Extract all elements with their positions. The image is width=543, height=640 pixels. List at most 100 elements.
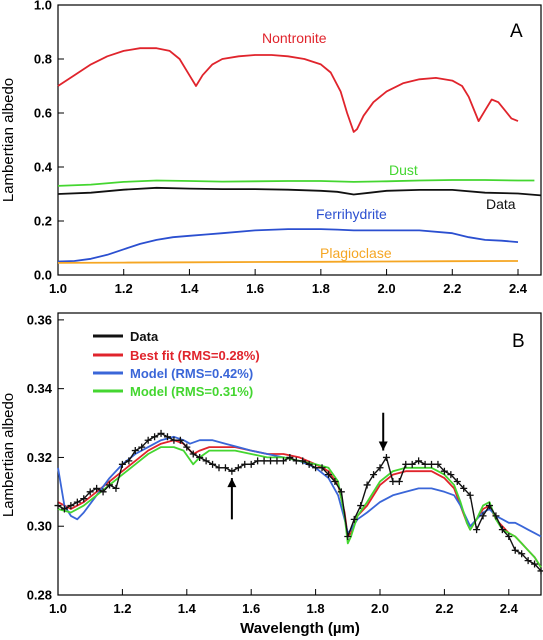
legend-label-model-031: Model (RMS=0.31%) bbox=[130, 384, 253, 399]
data-point bbox=[453, 478, 461, 486]
data-point bbox=[151, 433, 159, 441]
panel-b-series bbox=[57, 432, 542, 572]
panel-a-y-tick-label: 0.4 bbox=[34, 160, 53, 175]
series-line-data bbox=[57, 432, 542, 572]
data-point bbox=[189, 450, 197, 458]
data-point bbox=[447, 471, 455, 479]
panel-b-x-tick-label: 2.2 bbox=[435, 601, 453, 616]
panel-b-frame bbox=[57, 312, 542, 596]
label-dust: Dust bbox=[389, 162, 418, 178]
data-point bbox=[312, 464, 320, 472]
panel-a-y-axis: 0.0 0.2 0.4 0.6 0.8 1.0 bbox=[34, 0, 64, 283]
panel-a-x-tick-label: 1.0 bbox=[49, 281, 67, 296]
panel-b-x-tick-label: 1.6 bbox=[242, 601, 260, 616]
data-point bbox=[460, 484, 468, 492]
data-point bbox=[286, 453, 294, 461]
data-point bbox=[80, 495, 88, 503]
data-point bbox=[466, 491, 474, 499]
panel-b-x-tick-label: 2.4 bbox=[500, 601, 519, 616]
panel-a-ylabel: Lambertian albedo bbox=[0, 78, 17, 202]
panel-b-xlabel: Wavelength (µm) bbox=[240, 620, 360, 637]
panel-a-x-tick-label: 1.6 bbox=[246, 281, 264, 296]
data-point bbox=[209, 460, 217, 468]
data-point bbox=[363, 481, 371, 489]
panel-b: 0.28 0.30 0.32 0.34 0.36 1.0 1.2 1.4 1.6 1.8 2.0 2… bbox=[0, 312, 543, 637]
series-line-dust bbox=[57, 179, 535, 187]
data-point bbox=[357, 502, 365, 510]
data-point bbox=[131, 447, 139, 455]
panel-a-series bbox=[57, 47, 542, 264]
data-point bbox=[395, 478, 403, 486]
panel-b-data-points bbox=[54, 429, 543, 575]
series-line-nontronite bbox=[57, 47, 519, 133]
data-point bbox=[331, 478, 339, 486]
panel-a: 0.0 0.2 0.4 0.6 0.8 1.0 1.0 1.2 1.4 1.6 1.8 2.0 2.2… bbox=[0, 0, 542, 296]
panel-b-x-tick-label: 1.2 bbox=[113, 601, 131, 616]
data-point bbox=[344, 533, 352, 541]
data-point bbox=[241, 460, 249, 468]
data-point bbox=[273, 457, 281, 465]
panel-b-y-tick-label: 0.28 bbox=[27, 588, 52, 603]
data-point bbox=[170, 436, 178, 444]
panel-b-ylabel: Lambertian albedo bbox=[0, 393, 17, 517]
data-point bbox=[370, 471, 378, 479]
data-point bbox=[73, 498, 81, 506]
panel-a-y-tick-label: 0.0 bbox=[34, 268, 52, 283]
data-point bbox=[518, 550, 526, 558]
panel-a-frame bbox=[57, 4, 542, 276]
data-point bbox=[479, 512, 487, 520]
data-point bbox=[305, 460, 313, 468]
data-point bbox=[176, 436, 184, 444]
data-point bbox=[389, 478, 397, 486]
panel-a-x-tick-label: 2.2 bbox=[443, 281, 461, 296]
series-line-ferrihydrite bbox=[57, 228, 519, 263]
data-point bbox=[498, 526, 506, 534]
data-point bbox=[234, 464, 242, 472]
data-point bbox=[428, 460, 436, 468]
data-point bbox=[402, 460, 410, 468]
data-point bbox=[324, 471, 332, 479]
data-point bbox=[118, 460, 126, 468]
data-point bbox=[415, 457, 423, 465]
panel-a-x-tick-label: 1.8 bbox=[312, 281, 330, 296]
panel-b-x-tick-label: 1.0 bbox=[49, 601, 67, 616]
data-point bbox=[382, 453, 390, 461]
data-point bbox=[54, 502, 62, 510]
data-point bbox=[60, 505, 68, 513]
panel-a-x-axis: 1.0 1.2 1.4 1.6 1.8 2.0 2.2 2.4 bbox=[49, 269, 528, 296]
data-point bbox=[524, 557, 532, 565]
data-point bbox=[93, 484, 101, 492]
data-point bbox=[318, 464, 326, 472]
panel-b-x-axis: 1.0 1.2 1.4 1.6 1.8 2.0 2.2 2.4 bbox=[49, 589, 519, 616]
legend: Data Best fit (RMS=0.28%) Model (RMS=0.4… bbox=[93, 329, 260, 399]
panel-a-y-tick-label: 0.8 bbox=[34, 52, 52, 67]
series-line-plagioclase bbox=[57, 260, 519, 264]
data-point bbox=[350, 515, 358, 523]
data-point bbox=[267, 457, 275, 465]
panel-b-y-axis: 0.28 0.30 0.32 0.34 0.36 bbox=[27, 312, 64, 603]
panel-b-y-tick-label: 0.36 bbox=[27, 312, 52, 327]
legend-label-best-fit: Best fit (RMS=0.28%) bbox=[130, 348, 260, 363]
data-point bbox=[196, 453, 204, 461]
series-line-data bbox=[57, 186, 542, 197]
data-point bbox=[157, 429, 165, 437]
panel-a-y-tick-label: 0.2 bbox=[34, 214, 52, 229]
data-point bbox=[408, 460, 416, 468]
panel-a-x-tick-label: 1.2 bbox=[115, 281, 133, 296]
data-point bbox=[99, 488, 107, 496]
panel-a-y-tick-label: 0.6 bbox=[34, 106, 52, 121]
panel-a-y-tick-label: 1.0 bbox=[34, 0, 52, 13]
data-point bbox=[537, 567, 543, 575]
arrow-head-down bbox=[378, 441, 388, 451]
data-point bbox=[299, 457, 307, 465]
panel-a-x-tick-label: 2.0 bbox=[378, 281, 396, 296]
data-point bbox=[202, 457, 210, 465]
data-point bbox=[67, 502, 75, 510]
data-point bbox=[247, 460, 255, 468]
data-point bbox=[485, 502, 493, 510]
panel-b-y-tick-label: 0.32 bbox=[27, 450, 52, 465]
label-data: Data bbox=[486, 196, 516, 212]
label-nontronite: Nontronite bbox=[262, 30, 327, 46]
panel-b-label: B bbox=[512, 331, 525, 352]
